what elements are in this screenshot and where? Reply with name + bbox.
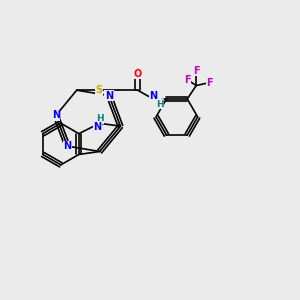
Text: H: H <box>156 100 164 109</box>
Text: N: N <box>52 110 60 120</box>
Text: O: O <box>134 69 142 79</box>
Text: H: H <box>96 114 104 123</box>
Text: F: F <box>193 66 200 76</box>
Text: F: F <box>206 78 213 88</box>
Text: N: N <box>63 141 71 151</box>
Text: N: N <box>150 91 158 101</box>
Text: F: F <box>184 75 190 85</box>
Text: S: S <box>95 85 103 95</box>
Text: N: N <box>105 91 113 100</box>
Text: N: N <box>93 122 101 132</box>
